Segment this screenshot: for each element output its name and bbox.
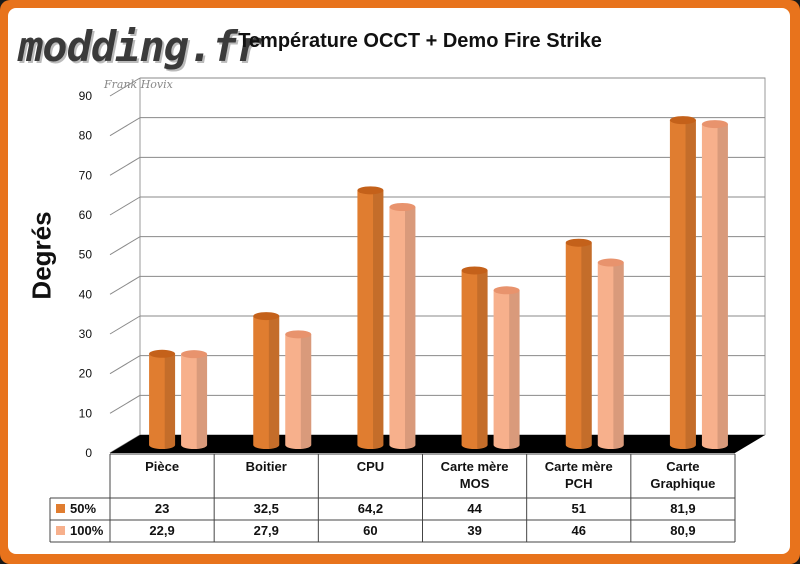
data-value: 51 — [572, 501, 586, 516]
bar — [149, 349, 176, 449]
legend-label: 100% — [70, 523, 104, 538]
chart-title: Température OCCT + Demo Fire Strike — [238, 30, 602, 52]
data-value: 46 — [572, 523, 586, 538]
bar-body — [493, 290, 520, 449]
data-value: 39 — [467, 523, 481, 538]
bar-top — [253, 312, 280, 321]
bar — [597, 258, 624, 449]
bar — [181, 350, 208, 449]
bar-top — [357, 186, 384, 195]
gridline-side — [109, 117, 141, 137]
bar-top — [701, 120, 728, 129]
bar-shade — [685, 120, 696, 449]
data-value: 80,9 — [670, 523, 695, 538]
bar-top — [285, 330, 312, 339]
bar-shade — [581, 242, 592, 449]
y-tick-label: 30 — [79, 327, 93, 341]
bar-body — [701, 124, 728, 449]
gridline-side — [109, 275, 141, 295]
bar-shade — [509, 290, 520, 449]
bar-top — [389, 203, 416, 211]
bar — [701, 120, 728, 449]
category-label: Carte — [666, 459, 699, 474]
bar-top — [181, 350, 208, 359]
bar-body — [461, 270, 488, 449]
bar-body — [389, 207, 416, 449]
y-tick-label: 90 — [79, 89, 93, 103]
bar — [493, 286, 520, 449]
bar-body — [253, 316, 280, 449]
bar-shade — [196, 354, 208, 449]
bar — [461, 266, 488, 449]
gridline-side — [109, 77, 141, 97]
category-label: CPU — [357, 459, 384, 474]
chart-floor — [110, 435, 765, 453]
bar-top — [669, 116, 696, 125]
bar — [389, 203, 416, 449]
bar-body — [357, 190, 384, 449]
category-label: Boitier — [246, 459, 287, 474]
category-label: Carte mère — [545, 459, 613, 474]
y-tick-label: 50 — [79, 248, 93, 262]
bar-shade — [164, 353, 176, 449]
bar-shade — [405, 207, 416, 449]
category-label: MOS — [460, 476, 490, 491]
logo-signature: Frank Hovix — [104, 78, 173, 91]
gridline-side — [109, 236, 141, 256]
legend-swatch — [56, 504, 65, 513]
bar-shade — [477, 270, 488, 449]
bar-body — [181, 354, 208, 449]
category-label: PCH — [565, 476, 592, 491]
site-logo: modding.fr — [18, 22, 262, 71]
bar-body — [285, 334, 312, 449]
data-value: 60 — [363, 523, 377, 538]
data-value: 27,9 — [254, 523, 279, 538]
gridline-side — [109, 156, 141, 176]
bar-shade — [268, 316, 280, 449]
bar — [285, 330, 312, 449]
bar-top — [565, 238, 592, 247]
bar — [357, 186, 384, 449]
data-value: 22,9 — [149, 523, 174, 538]
bar-shade — [300, 334, 312, 449]
gridline-side — [109, 196, 141, 216]
bar-shade — [373, 190, 384, 449]
data-value: 44 — [467, 501, 482, 516]
bar-shade — [717, 124, 728, 449]
gridline-side — [109, 394, 141, 414]
data-value: 23 — [155, 501, 169, 516]
y-tick-label: 0 — [85, 446, 92, 460]
bar-top — [493, 286, 520, 295]
plot-walls — [109, 77, 766, 454]
category-label: Graphique — [650, 476, 715, 491]
bar-top — [461, 266, 488, 275]
y-tick-label: 40 — [79, 287, 93, 301]
category-label: Pièce — [145, 459, 179, 474]
bar-body — [669, 120, 696, 449]
y-tick-label: 80 — [79, 129, 93, 143]
gridline-side — [109, 315, 141, 335]
data-value: 81,9 — [670, 501, 695, 516]
category-label: Carte mère — [441, 459, 509, 474]
bar-body — [565, 242, 592, 449]
bar — [565, 238, 592, 449]
gridline-side — [109, 355, 141, 375]
bar-body — [149, 353, 176, 449]
y-tick-label: 70 — [79, 168, 93, 182]
bar-top — [597, 258, 624, 267]
data-value: 64,2 — [358, 501, 383, 516]
bar-shade — [613, 262, 624, 449]
data-value: 32,5 — [254, 501, 279, 516]
bar — [253, 312, 280, 449]
legend-swatch — [56, 526, 65, 535]
y-tick-label: 60 — [79, 208, 93, 222]
y-tick-label: 20 — [79, 367, 93, 381]
bar — [669, 116, 696, 449]
bar-top — [149, 349, 176, 358]
legend-label: 50% — [70, 501, 96, 516]
bar-body — [597, 262, 624, 449]
y-tick-label: 10 — [79, 406, 93, 420]
